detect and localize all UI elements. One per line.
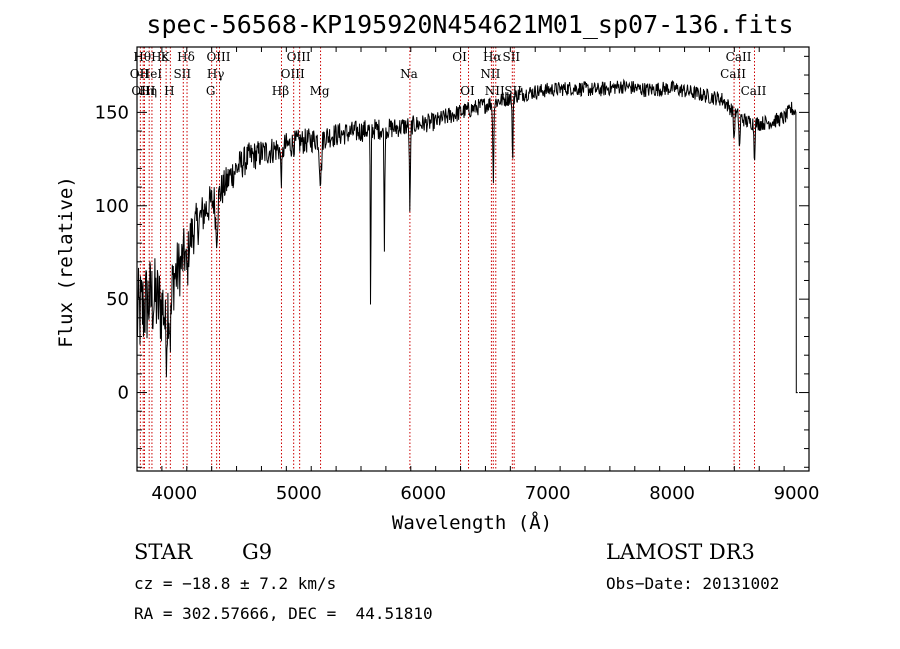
x-tick-label: 4000 <box>151 483 197 504</box>
chart-title: spec-56568-KP195920N454621M01_sp07-136.f… <box>146 10 793 39</box>
x-tick-label: 8000 <box>649 483 695 504</box>
reference-line-label: OIII <box>281 67 305 81</box>
reference-line-label: H <box>164 84 174 98</box>
axis-ticks <box>136 47 810 471</box>
reference-line-label: SII <box>173 67 191 81</box>
reference-line-label: NII <box>485 84 505 98</box>
reference-line-label: HeI <box>140 67 163 81</box>
reference-line-label: Hγ <box>207 67 225 81</box>
y-tick-label: 150 <box>95 102 129 123</box>
reference-line-label: OI <box>452 50 467 64</box>
reference-line-label: Na <box>400 67 418 81</box>
axis-tick-labels: 4000 5000 6000 7000 8000 9000 0 50 100 150 <box>95 102 820 504</box>
reference-line-labels: OIIHθOIIIHηHeIHεKHSIIHδGHγOIIIHβOIIIOIII… <box>130 50 767 98</box>
x-tick-label: 9000 <box>774 483 820 504</box>
reference-line-label: OIII <box>287 50 311 64</box>
reference-line-label: Hη <box>139 84 157 98</box>
reference-line-label: G <box>206 84 216 98</box>
y-tick-label: 100 <box>95 196 129 217</box>
x-tick-label: 6000 <box>400 483 446 504</box>
reference-line-label: Hδ <box>177 50 195 64</box>
reference-line-label: K <box>161 50 171 64</box>
reference-line-label: OII <box>130 67 150 81</box>
y-tick-label: 50 <box>106 289 129 310</box>
survey-name: LAMOST DR3 <box>606 540 755 564</box>
y-axis-label: Flux (relative) <box>55 176 77 348</box>
y-tick-label: 0 <box>118 383 129 404</box>
coordinates-info: RA = 302.57666, DEC = 44.51810 <box>134 604 433 623</box>
spectrum-line <box>136 78 798 394</box>
object-class: STAR <box>134 540 193 564</box>
x-tick-label: 5000 <box>276 483 322 504</box>
x-axis-label: Wavelength (Å) <box>392 511 552 534</box>
reference-line-label: CaII <box>726 50 752 64</box>
reference-line-label: OIII <box>206 50 230 64</box>
reference-line-label: CaII <box>720 67 746 81</box>
reference-line-label: Hβ <box>272 84 289 98</box>
reference-line-label: Mg <box>310 84 330 98</box>
reference-line-label: Hα <box>483 50 502 64</box>
redshift-info: cz = −18.8 ± 7.2 km/s <box>134 574 337 593</box>
x-tick-label: 7000 <box>525 483 571 504</box>
reference-line-label: Hθ <box>133 50 151 64</box>
reference-line-label: Hε <box>151 50 168 64</box>
reference-line-label: OI <box>460 84 475 98</box>
obs-date: Obs−Date: 20131002 <box>606 574 780 593</box>
reference-line-label: CaII <box>741 84 767 98</box>
plot-frame <box>136 46 810 472</box>
object-subclass: G9 <box>242 540 273 564</box>
reference-line-label: SII <box>502 50 520 64</box>
reference-line-label: NII <box>480 67 500 81</box>
reference-lines <box>139 47 755 471</box>
